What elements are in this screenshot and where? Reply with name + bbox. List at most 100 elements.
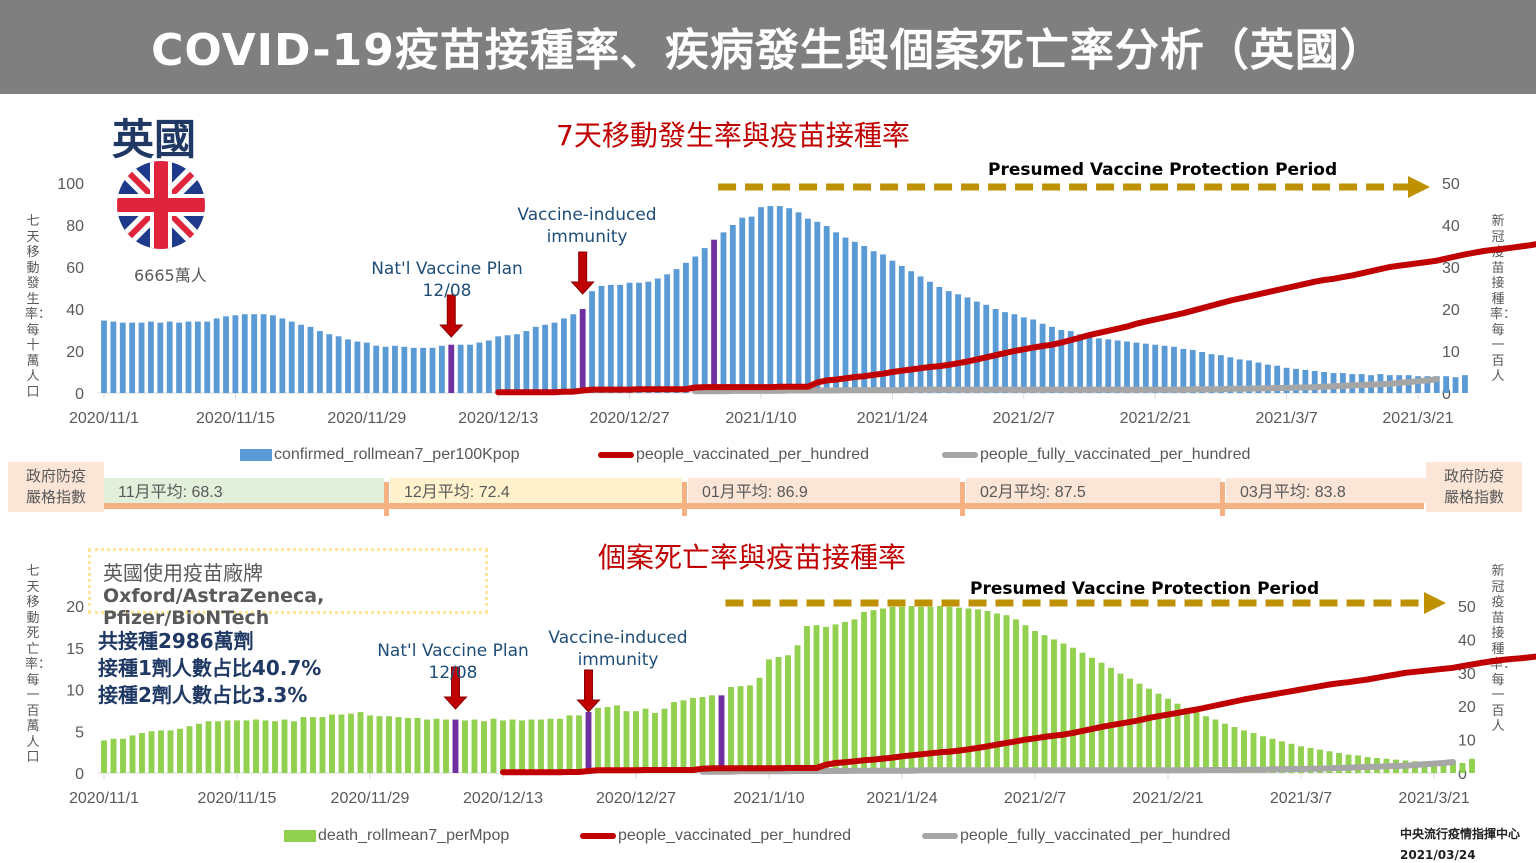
legend-label-fully-vaccinated: people_fully_vaccinated_per_hundred: [960, 827, 1231, 844]
bar: [889, 606, 896, 773]
mortality-chart: 0 5 10 15 20 0 10 20 30 40 50 2020/11/1 2020/11/15 20…: [66, 592, 1536, 807]
x-tick-label: 2021/1/24: [857, 410, 928, 427]
bar: [462, 720, 468, 773]
bar: [1108, 667, 1114, 773]
bar: [196, 723, 202, 773]
y2-tick-label: 10: [1458, 733, 1476, 750]
bar: [1013, 619, 1019, 773]
bar: [756, 677, 763, 773]
x-tick-label: 2021/1/24: [866, 790, 937, 807]
bar: [348, 713, 354, 773]
bar: [832, 624, 839, 773]
stringency-label-left: 政府防疫 嚴格指數: [8, 462, 104, 512]
bar: [718, 695, 725, 773]
bar: [1469, 758, 1475, 773]
x-tick-label: 2020/11/29: [327, 410, 406, 427]
bar: [232, 315, 239, 393]
bar: [1070, 647, 1076, 773]
bar: [1180, 348, 1187, 393]
bar: [386, 716, 392, 773]
bar: [748, 216, 755, 393]
bar: [158, 730, 164, 773]
bar: [101, 320, 107, 393]
bar: [1049, 326, 1055, 393]
bar: [1184, 707, 1190, 773]
bar: [300, 717, 307, 773]
bar: [457, 344, 464, 393]
bar: [870, 610, 877, 773]
legend-swatch-fully-vaccinated: [942, 452, 978, 458]
bar: [148, 731, 155, 773]
x-tick-label: 2021/2/21: [1120, 410, 1191, 427]
bar: [1462, 375, 1468, 393]
bar: [243, 720, 250, 773]
bar: [1041, 635, 1048, 773]
bar: [880, 254, 886, 393]
bar: [814, 221, 821, 393]
bar: [298, 324, 305, 393]
bar: [1022, 625, 1029, 773]
bar: [589, 291, 595, 393]
legend-label-vaccinated: people_vaccinated_per_hundred: [618, 827, 852, 844]
bar: [566, 715, 573, 773]
protection-period-label-bottom: Presumed Vaccine Protection Period: [970, 579, 1320, 599]
bar: [1311, 370, 1318, 393]
legend-deaths: death_rollmean7_perMpop: [284, 827, 509, 845]
stringency-jan: 01月平均: 86.9: [688, 478, 960, 503]
bar: [570, 314, 577, 393]
bar: [671, 702, 677, 773]
bar: [1171, 346, 1177, 393]
y2-tick-label: 0: [1442, 386, 1451, 403]
bar: [288, 321, 295, 393]
bar: [804, 626, 810, 773]
bar: [598, 285, 605, 393]
bar: [576, 715, 582, 773]
vaccinated-line: [500, 653, 1536, 776]
bar: [1165, 698, 1171, 773]
y2-tick-label: 10: [1442, 344, 1460, 361]
bar: [194, 321, 201, 393]
bar: [1236, 359, 1243, 393]
stringency-baseline: [104, 503, 1424, 509]
bar: [382, 346, 389, 393]
bar: [946, 606, 953, 773]
bar: [861, 611, 867, 773]
stringency-divider: [960, 482, 965, 516]
bar: [1189, 349, 1196, 393]
bar: [270, 315, 276, 393]
bar: [1443, 376, 1450, 393]
legend-fully-vaccinated-top: people_fully_vaccinated_per_hundred: [942, 446, 1250, 464]
bar: [1293, 368, 1299, 393]
bar: [186, 726, 193, 773]
bar: [984, 611, 991, 773]
annotation-arrow-icon: [570, 251, 595, 295]
x-tick-label: 2021/1/10: [733, 790, 804, 807]
bar: [223, 316, 229, 393]
y2-tick-label: 30: [1442, 260, 1460, 277]
bar: [964, 297, 971, 393]
bar: [251, 314, 258, 393]
bar: [766, 659, 772, 773]
bar: [1298, 746, 1304, 773]
bar: [579, 309, 586, 393]
bar: [523, 331, 530, 393]
bar: [354, 341, 361, 393]
stringency-nov: 11月平均: 68.3: [104, 478, 384, 503]
bar: [1077, 334, 1084, 393]
x-tick-label: 2021/2/7: [1004, 790, 1066, 807]
bar: [329, 714, 335, 773]
bar: [528, 719, 535, 773]
bar: [167, 730, 174, 773]
x-tick-label: 2021/2/21: [1132, 790, 1203, 807]
bar: [1133, 342, 1140, 393]
stringency-divider: [1220, 482, 1225, 516]
legend-label-vaccinated: people_vaccinated_per_hundred: [636, 446, 870, 463]
bar: [729, 225, 736, 393]
y-tick-label: 40: [66, 302, 84, 319]
x-tick-label: 2020/11/1: [69, 790, 139, 807]
annotation-arrow-icon: [576, 669, 601, 713]
bar: [424, 719, 430, 773]
bar: [120, 738, 126, 773]
bar: [842, 237, 849, 393]
bar: [758, 207, 764, 393]
